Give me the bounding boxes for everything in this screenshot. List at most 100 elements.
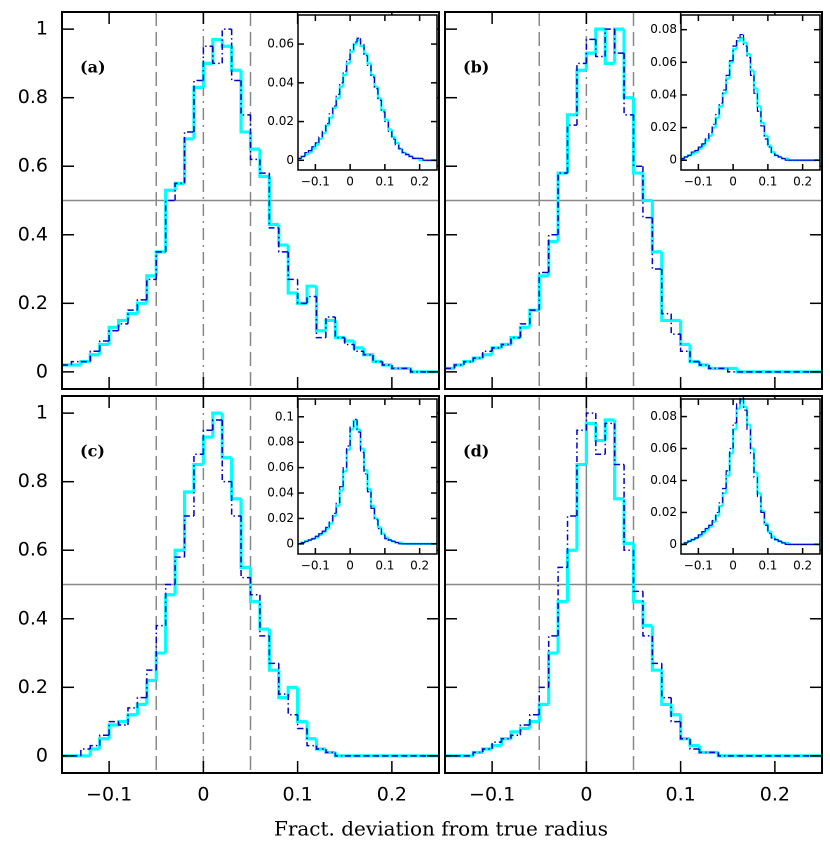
histogram-step <box>98 737 110 750</box>
histogram-step <box>760 111 765 127</box>
y-tick-label: 0.02 <box>650 505 677 519</box>
histogram-step <box>697 146 702 151</box>
histogram-step <box>529 309 540 324</box>
histogram-step <box>679 320 691 347</box>
histogram-step <box>688 738 700 748</box>
x-tick-label: 0 <box>197 784 209 806</box>
histogram-step <box>268 173 279 229</box>
histogram-step <box>481 350 493 359</box>
y-tick-label: 0 <box>286 536 294 550</box>
histogram-step <box>362 347 374 357</box>
histogram-step <box>89 350 100 362</box>
histogram-step <box>98 734 110 746</box>
histogram-step <box>315 296 326 339</box>
histogram-step <box>202 429 213 455</box>
histogram-step <box>538 271 549 311</box>
histogram-step <box>268 635 279 665</box>
histogram-step <box>529 713 540 726</box>
histogram-step <box>333 320 345 340</box>
y-tick-label: 0.1 <box>275 409 294 423</box>
histogram-step <box>670 697 681 723</box>
histogram-step <box>763 512 768 526</box>
histogram-step <box>576 429 587 516</box>
histogram-step <box>718 102 723 115</box>
histogram-step <box>729 60 734 76</box>
frame <box>680 14 821 171</box>
histogram-step <box>239 70 251 134</box>
histogram-step <box>89 744 100 750</box>
histogram-step <box>335 93 340 107</box>
histogram-step <box>335 502 340 514</box>
panel-label: (a) <box>80 58 106 77</box>
histogram-step <box>565 113 577 174</box>
histogram-step <box>739 33 744 38</box>
histogram-step <box>688 344 700 364</box>
histogram-step <box>746 46 751 59</box>
histogram-step <box>328 520 333 528</box>
histogram-step <box>538 686 549 715</box>
histogram-step <box>359 432 365 453</box>
histogram-step <box>363 452 368 475</box>
histogram-step <box>547 234 559 273</box>
panel: −0.1 0 0.1 0.2 0 0.2 0.4 0.6 0.8 1 (c) <box>18 395 440 806</box>
histogram-step <box>708 131 713 139</box>
x-tick-label: 0.2 <box>760 784 790 806</box>
histogram-step <box>722 89 727 104</box>
histogram-step <box>711 519 716 526</box>
histogram-step <box>314 142 319 147</box>
histogram-step <box>353 418 358 427</box>
histogram-step <box>679 334 691 353</box>
histogram-step <box>689 351 700 363</box>
x-tick-label: 0.1 <box>758 175 777 189</box>
y-tick-label: 0 <box>36 744 48 766</box>
histogram-step <box>472 357 483 362</box>
histogram-step <box>240 80 251 116</box>
x-tick-label: 0 <box>580 784 592 806</box>
histogram-step <box>784 542 789 546</box>
histogram-step <box>296 714 308 730</box>
frame <box>61 395 440 774</box>
y-tick-label: 0.02 <box>650 120 677 134</box>
histogram-step <box>575 462 587 551</box>
histogram-step <box>356 419 361 433</box>
histogram-step <box>377 519 382 530</box>
histogram-step <box>708 524 713 529</box>
histogram-step <box>249 577 260 596</box>
histogram-step <box>711 123 716 133</box>
histogram-step <box>300 155 305 159</box>
histogram-step <box>689 738 700 750</box>
histogram-step <box>632 550 643 593</box>
histogram-step <box>519 724 530 736</box>
histogram-step <box>307 150 312 153</box>
histogram-step <box>472 751 483 756</box>
histogram-step <box>391 131 396 140</box>
histogram-step <box>732 422 737 449</box>
y-tick-label: 0.06 <box>267 37 294 51</box>
histogram-step <box>88 747 100 756</box>
histogram-step <box>311 146 316 151</box>
y-tick-label: 0.06 <box>267 460 294 474</box>
histogram-step <box>391 540 396 542</box>
histogram-step <box>632 114 643 167</box>
frame <box>297 14 438 171</box>
histogram-step <box>557 566 568 636</box>
y-tick-label: 0.4 <box>18 223 48 245</box>
histogram-step <box>746 410 751 430</box>
x-tick-label: 0 <box>346 175 354 189</box>
histogram-step <box>623 53 634 116</box>
histogram-step <box>366 55 371 66</box>
histogram-step <box>107 325 119 345</box>
histogram-step <box>661 269 672 315</box>
histogram-step <box>220 413 232 460</box>
histogram-step <box>557 172 568 235</box>
histogram-step <box>669 704 681 717</box>
histogram-step <box>642 591 653 637</box>
frame <box>680 398 821 555</box>
histogram-step <box>342 467 347 487</box>
inset-background <box>681 399 820 554</box>
histogram-step <box>373 77 378 90</box>
histogram-step <box>259 594 270 637</box>
histogram-step <box>387 538 392 541</box>
histogram-step <box>725 470 730 489</box>
